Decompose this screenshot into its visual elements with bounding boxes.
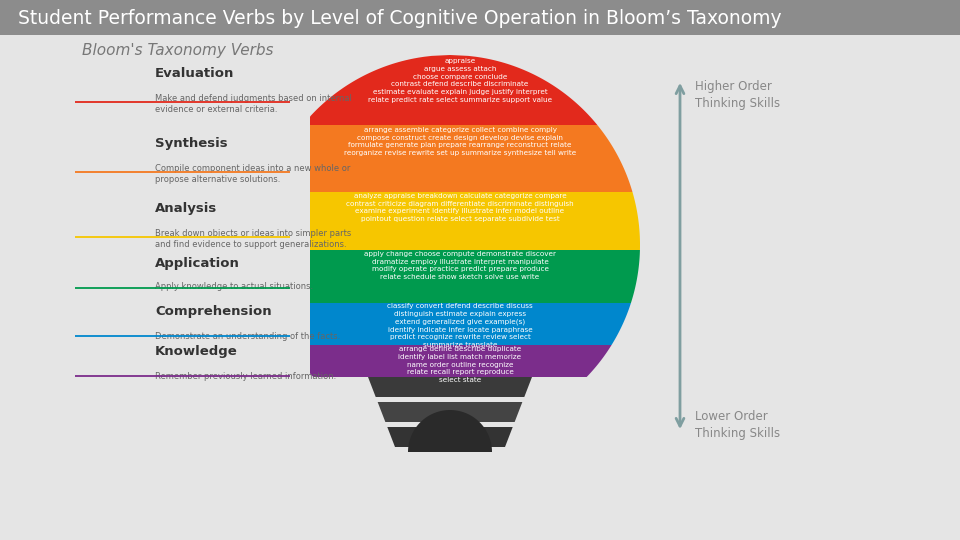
Text: Lower Order
Thinking Skills: Lower Order Thinking Skills bbox=[695, 410, 780, 440]
Text: Make and defend judgments based on internal
evidence or external criteria.: Make and defend judgments based on inter… bbox=[155, 94, 352, 114]
Polygon shape bbox=[310, 125, 633, 192]
Text: Bloom's Taxonomy Verbs: Bloom's Taxonomy Verbs bbox=[82, 43, 274, 58]
Text: Higher Order
Thinking Skills: Higher Order Thinking Skills bbox=[695, 80, 780, 110]
Text: apply change choose compute demonstrate discover
dramatize employ illustrate int: apply change choose compute demonstrate … bbox=[364, 251, 556, 280]
Polygon shape bbox=[310, 250, 640, 303]
Polygon shape bbox=[310, 55, 597, 125]
FancyBboxPatch shape bbox=[0, 0, 960, 35]
Polygon shape bbox=[387, 427, 513, 447]
Text: Student Performance Verbs by Level of Cognitive Operation in Bloom’s Taxonomy: Student Performance Verbs by Level of Co… bbox=[18, 9, 781, 28]
Polygon shape bbox=[408, 410, 492, 452]
Text: classify convert defend describe discuss
distinguish estimate explain express
ex: classify convert defend describe discuss… bbox=[387, 303, 533, 348]
Text: Compile component ideas into a new whole or
propose alternative solutions.: Compile component ideas into a new whole… bbox=[155, 164, 350, 184]
Polygon shape bbox=[310, 345, 612, 377]
Text: arrange define describe duplicate
identify label list match memorize
name order : arrange define describe duplicate identi… bbox=[398, 346, 521, 383]
Text: Evaluation: Evaluation bbox=[155, 67, 234, 80]
Text: Application: Application bbox=[155, 257, 240, 270]
Text: Analysis: Analysis bbox=[155, 202, 217, 215]
Polygon shape bbox=[310, 303, 631, 345]
Text: Knowledge: Knowledge bbox=[155, 345, 238, 358]
Text: Apply knowledge to actual situations.: Apply knowledge to actual situations. bbox=[155, 282, 313, 291]
Text: Demonstrate an understanding of the facts.: Demonstrate an understanding of the fact… bbox=[155, 332, 340, 341]
Polygon shape bbox=[377, 402, 522, 422]
Text: analyze appraise breakdown calculate categorize compare
contrast criticize diagr: analyze appraise breakdown calculate cat… bbox=[347, 193, 574, 222]
Text: Remember previously learned information.: Remember previously learned information. bbox=[155, 372, 336, 381]
Text: Comprehension: Comprehension bbox=[155, 305, 272, 318]
Text: appraise
argue assess attach
choose compare conclude
contrast defend describe di: appraise argue assess attach choose comp… bbox=[368, 58, 552, 103]
Polygon shape bbox=[368, 377, 532, 397]
Text: Break down objects or ideas into simpler parts
and find evidence to support gene: Break down objects or ideas into simpler… bbox=[155, 229, 351, 249]
Text: arrange assemble categorize collect combine comply
compose construct create desi: arrange assemble categorize collect comb… bbox=[344, 127, 576, 156]
Text: Synthesis: Synthesis bbox=[155, 137, 228, 150]
Polygon shape bbox=[310, 192, 640, 250]
